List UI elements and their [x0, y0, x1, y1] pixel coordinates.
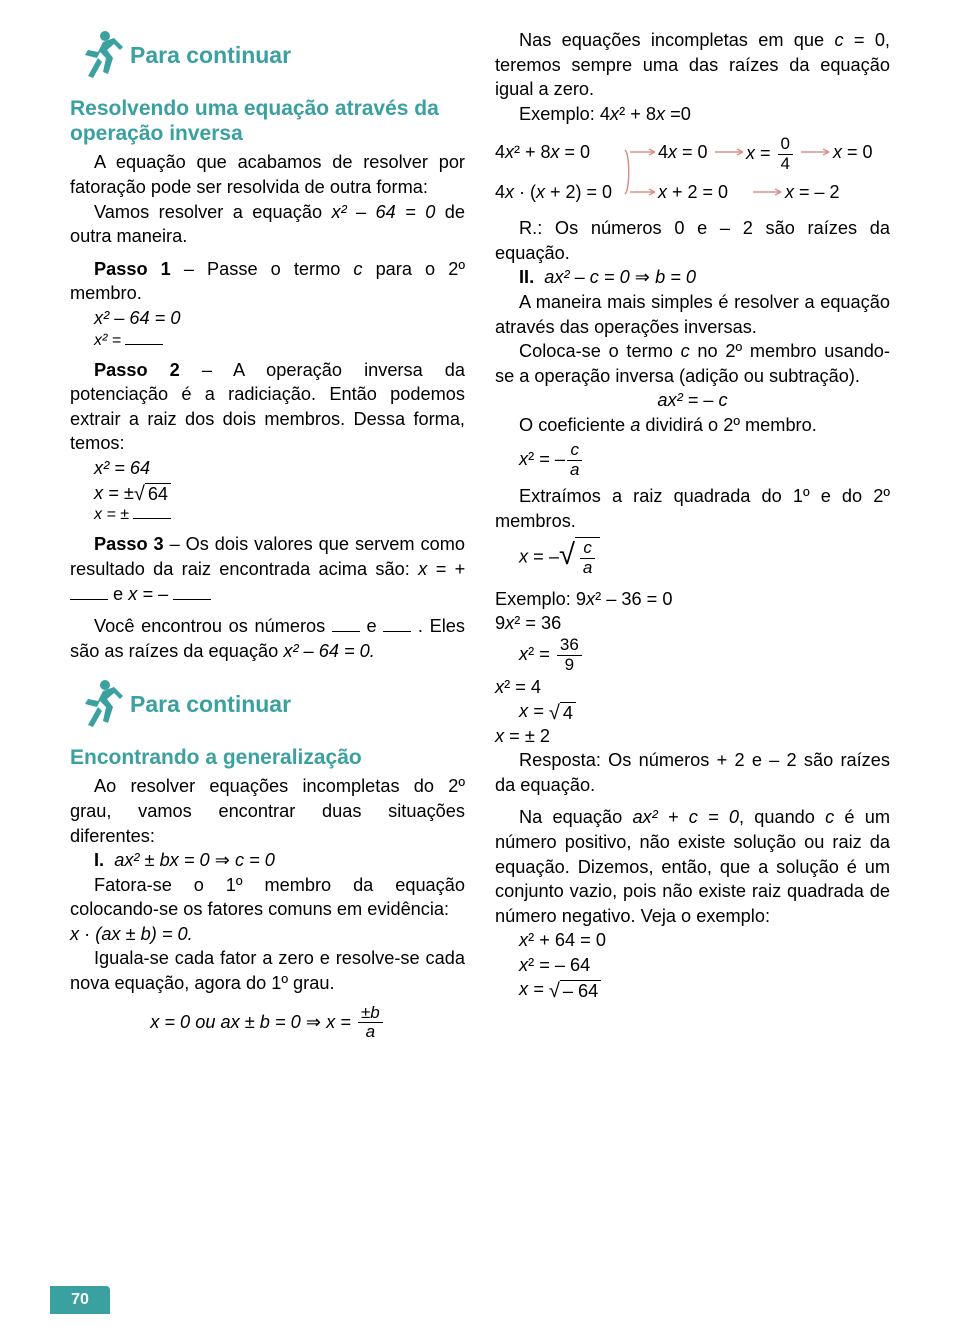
passo2-eq2: x = ±√64 [94, 481, 465, 506]
caseI-eq2: x · (ax ± b) = 0. [70, 922, 465, 947]
section1-intro2: Vamos resolver a equação x² – 64 = 0 de … [70, 200, 465, 249]
caseII-p2: Coloca-se o termo c no 2º membro usando-… [495, 339, 890, 388]
passo2-eq1: x² = 64 [94, 456, 465, 481]
passo1-eq2: x² = [94, 330, 465, 349]
caseI-t2: Iguala-se cada fator a zero e resolve-se… [70, 946, 465, 995]
continue-header-2: Para continuar [70, 677, 465, 731]
section2-intro: Ao resolver equações incompletas do 2º g… [70, 774, 465, 848]
branch-lhs1: 4x² + 8x = 0 [495, 142, 590, 163]
continue-title-2: Para continuar [130, 691, 291, 718]
section2-title: Encontrando a generalização [70, 745, 465, 770]
ex2-l2: x² = 369 [519, 636, 890, 675]
continue-header-1: Para continuar [70, 28, 465, 82]
passo3: Passo 3 – Os dois valores que servem com… [70, 532, 465, 606]
passo1: Passo 1 – Passe o termo c para o 2º memb… [70, 257, 465, 306]
right-p1: Nas equações incompletas em que c = 0, t… [495, 28, 890, 102]
ex2-l1: 9x² = 36 [495, 611, 890, 636]
section1-intro: A equação que acabamos de resolver por f… [70, 150, 465, 199]
branch-diagram: 4x² + 8x = 0 4x · (x + 2) = 0 4x = 0 x =… [495, 140, 890, 204]
passo1-eq1: x² – 64 = 0 [94, 306, 465, 331]
ex2-l4: x = √4 [519, 699, 890, 724]
caseI-t1: Fatora-se o 1º membro da equação colocan… [70, 873, 465, 922]
resp-R: R.: Os números 0 e – 2 são raízes da equ… [495, 216, 890, 265]
runner-icon [70, 677, 126, 731]
caseI: I. ax² ± bx = 0 ⇒ c = 0 [70, 848, 465, 873]
caseII-eq1: ax² = – c [495, 388, 890, 413]
ex2-l3: x² = 4 [495, 675, 890, 700]
page-number: 70 [50, 1286, 110, 1314]
ex2-l5: x = ± 2 [495, 724, 890, 749]
caseII: II. ax² – c = 0 ⇒ b = 0 [495, 265, 890, 290]
eq-x2: x² = –ca [519, 441, 890, 480]
caseII-p3: O coeficiente a dividirá o 2º membro. [495, 413, 890, 438]
passo2: Passo 2 – A operação inversa da potencia… [70, 358, 465, 456]
caseII-p1: A maneira mais simples é resolver a equa… [495, 290, 890, 339]
runner-icon [70, 28, 126, 82]
caseII-p4: Extraímos a raiz quadrada do 1º e do 2º … [495, 484, 890, 533]
ex2-resp: Resposta: Os números + 2 e – 2 são raíze… [495, 748, 890, 797]
continue-title-1: Para continuar [130, 42, 291, 69]
voce-encontrou: Você encontrou os números e . Eles são a… [70, 614, 465, 663]
eq-x: x = –√ca [519, 537, 890, 579]
final-para: Na equação ax² + c = 0, quando c é um nú… [495, 805, 890, 928]
fin-l3: x = √– 64 [519, 977, 890, 1002]
fin-l2: x² = – 64 [519, 953, 890, 978]
caseI-eq3: x = 0 ou ax ± b = 0 ⇒ x = ±ba [70, 1004, 465, 1043]
section1-title: Resolvendo uma equação através da operaç… [70, 96, 465, 146]
ex2-hdr: Exemplo: 9x² – 36 = 0 [495, 587, 890, 612]
fin-l1: x² + 64 = 0 [519, 928, 890, 953]
right-exemplo: Exemplo: 4x² + 8x =0 [495, 102, 890, 127]
passo2-eq3: x = ± [94, 505, 465, 524]
branch-lhs2: 4x · (x + 2) = 0 [495, 182, 612, 203]
